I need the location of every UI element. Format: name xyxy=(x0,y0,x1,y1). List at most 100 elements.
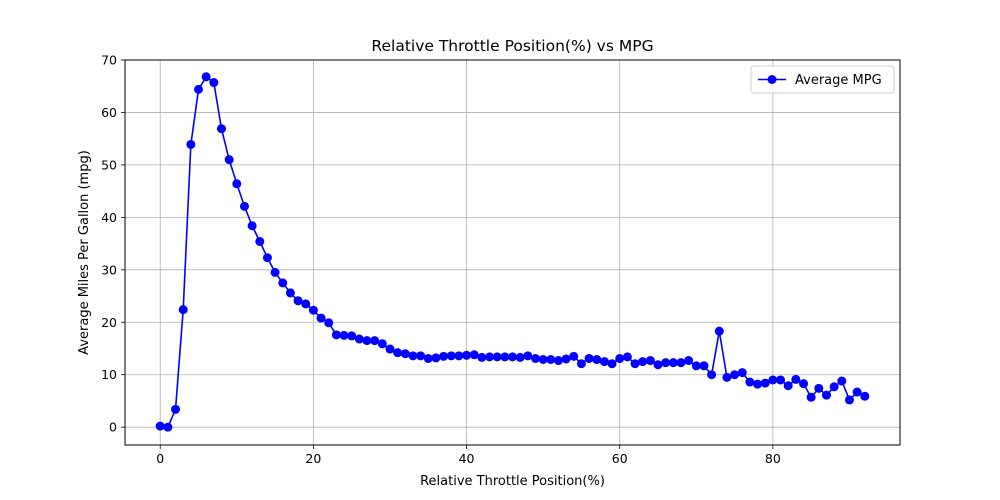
data-point xyxy=(347,331,357,341)
data-point xyxy=(239,201,249,211)
data-point xyxy=(255,236,265,246)
data-point xyxy=(477,352,487,362)
data-point xyxy=(408,351,418,361)
data-point xyxy=(515,352,525,362)
data-point xyxy=(607,359,617,369)
y-tick-label: 70 xyxy=(101,53,117,68)
data-point xyxy=(393,348,403,358)
x-tick-label: 80 xyxy=(765,451,781,466)
data-point xyxy=(546,355,556,365)
legend-marker xyxy=(767,75,777,84)
data-point xyxy=(599,357,609,367)
data-point xyxy=(171,404,181,414)
data-point xyxy=(768,375,778,385)
x-tick-label: 40 xyxy=(459,451,475,466)
data-point xyxy=(278,278,288,288)
data-point xyxy=(224,155,234,165)
data-point xyxy=(209,78,219,88)
x-axis-label: Relative Throttle Position(%) xyxy=(420,474,605,489)
x-tick-label: 60 xyxy=(612,451,628,466)
x-tick-label: 0 xyxy=(156,451,164,466)
data-point xyxy=(661,358,671,368)
data-point xyxy=(262,253,272,263)
data-point xyxy=(370,336,380,346)
data-point xyxy=(354,334,364,344)
data-point xyxy=(668,358,678,368)
data-point xyxy=(216,124,226,134)
data-point xyxy=(638,357,648,367)
data-point xyxy=(423,353,433,363)
data-point xyxy=(592,355,602,365)
data-point xyxy=(553,356,563,366)
data-point xyxy=(814,383,824,393)
data-point xyxy=(500,352,510,362)
data-point xyxy=(707,370,717,380)
data-point xyxy=(247,221,257,231)
data-point xyxy=(776,375,786,385)
data-point xyxy=(576,359,586,369)
data-point xyxy=(385,344,395,354)
data-point xyxy=(462,350,472,360)
data-point xyxy=(691,361,701,371)
data-point xyxy=(324,318,334,328)
data-point xyxy=(232,179,242,189)
data-point xyxy=(852,387,862,397)
data-point xyxy=(745,377,755,387)
series-layer xyxy=(155,72,870,432)
data-point xyxy=(806,392,816,402)
data-point xyxy=(446,351,456,361)
data-point xyxy=(285,288,295,298)
data-point xyxy=(653,360,663,370)
legend: Average MPG xyxy=(750,65,895,94)
data-point xyxy=(316,313,326,323)
y-tick-label: 30 xyxy=(101,262,117,277)
data-point xyxy=(615,353,625,363)
data-point xyxy=(201,72,211,82)
data-point xyxy=(431,353,441,363)
data-point xyxy=(400,349,410,359)
data-point xyxy=(837,376,847,386)
data-point xyxy=(821,390,831,400)
data-point xyxy=(301,299,311,309)
data-point xyxy=(722,372,732,382)
data-point xyxy=(584,353,594,363)
data-point xyxy=(760,378,770,388)
data-point xyxy=(630,359,640,369)
data-point xyxy=(737,368,747,378)
data-point xyxy=(714,326,724,336)
data-point xyxy=(645,356,655,366)
x-tick-label: 20 xyxy=(305,451,321,466)
data-point xyxy=(492,352,502,362)
data-point xyxy=(469,350,479,360)
data-point xyxy=(508,352,517,362)
plot-frame xyxy=(124,59,901,446)
chart-title: Relative Throttle Position(%) vs MPG xyxy=(371,37,653,55)
y-tick-label: 10 xyxy=(101,367,117,382)
grid xyxy=(125,59,900,445)
ticks: 0 20 40 60 80 0 10 20 30 40 50 60 70 xyxy=(101,53,781,467)
data-point xyxy=(178,305,188,315)
data-point xyxy=(530,353,540,363)
data-point xyxy=(308,305,318,315)
data-point xyxy=(799,379,809,389)
data-point xyxy=(538,355,548,365)
data-point xyxy=(783,381,793,391)
y-tick-label: 50 xyxy=(101,157,117,172)
data-point xyxy=(753,379,763,389)
legend-box xyxy=(750,65,895,94)
data-point xyxy=(377,339,387,349)
data-point xyxy=(293,296,303,306)
data-point xyxy=(561,354,571,364)
data-point xyxy=(186,139,196,149)
y-axis-label: Average Miles Per Gallon (mpg) xyxy=(77,150,92,355)
data-point xyxy=(684,356,694,366)
data-point xyxy=(699,361,709,371)
data-point xyxy=(331,330,341,340)
y-tick-label: 60 xyxy=(101,105,117,120)
data-point xyxy=(523,351,533,361)
y-tick-label: 40 xyxy=(101,210,117,225)
y-tick-label: 20 xyxy=(101,315,117,330)
data-point xyxy=(163,422,173,432)
data-point xyxy=(416,351,426,361)
